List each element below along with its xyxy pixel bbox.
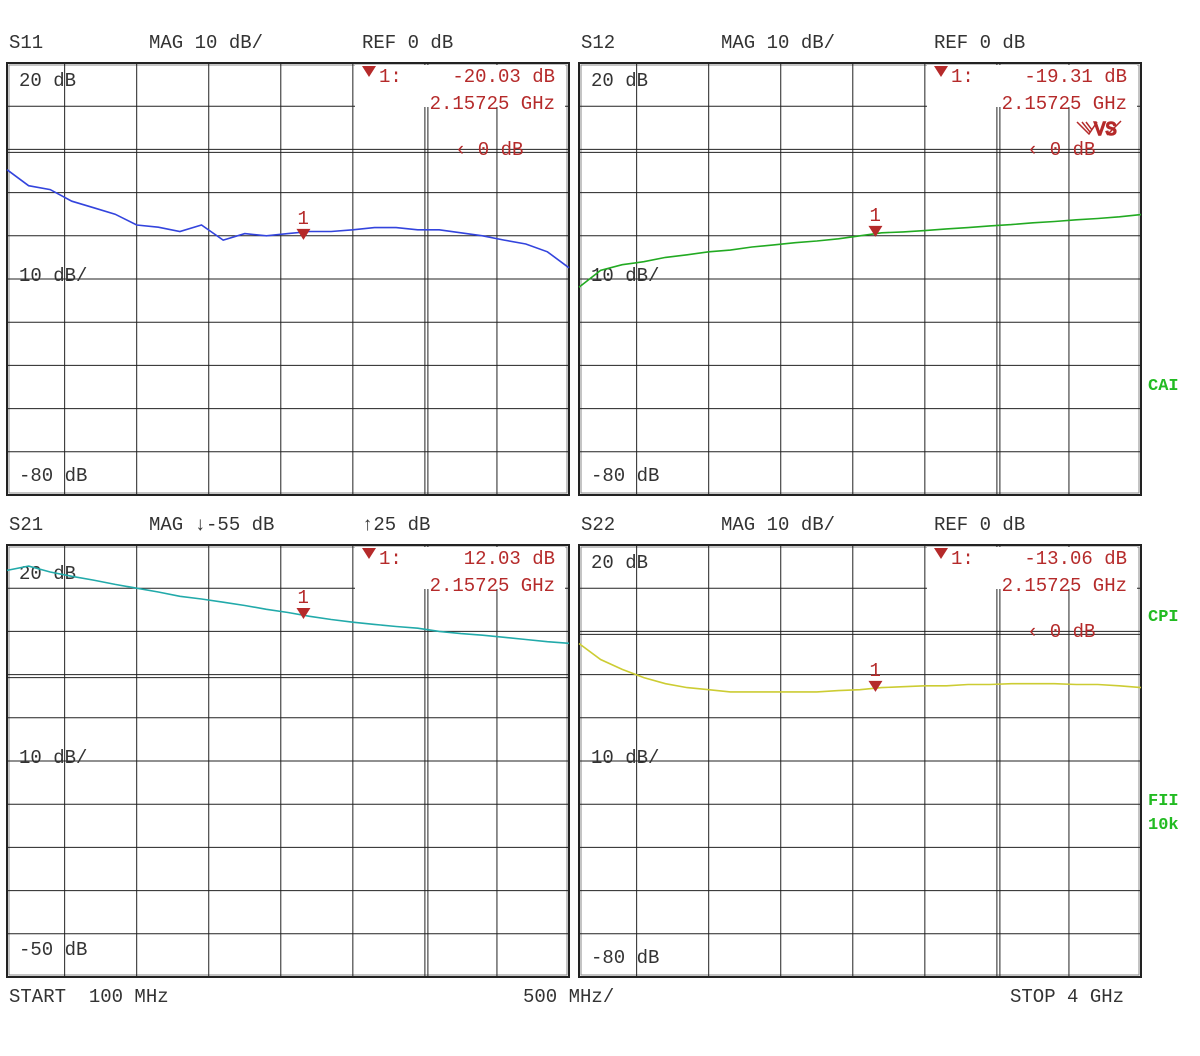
marker-number: 1 xyxy=(869,205,880,227)
marker-readout-index: 1: xyxy=(379,66,402,88)
reference-position-marker: ‹ 0 dB xyxy=(1027,621,1095,643)
trace-s22 xyxy=(578,642,1142,693)
marker-triangle-icon xyxy=(296,608,311,620)
division-scale-label: 10 dB/ xyxy=(591,265,659,287)
marker-readout-index: 1: xyxy=(379,548,402,570)
marker-readout-box xyxy=(927,547,1137,589)
side-label-cpl: CPI xyxy=(1148,608,1179,627)
panel-s12: S12 MAG 10 dB/REF 0 dB 20 dB 10 dB/ -80 dB 1 1… xyxy=(578,32,1142,496)
reference-label: REF 0 dB xyxy=(362,32,453,54)
reference-label: ↑25 dB xyxy=(362,514,430,536)
marker-triangle-icon xyxy=(868,225,883,237)
marker-readout-box xyxy=(927,65,1137,107)
parameter-label: S21 xyxy=(9,514,43,536)
marker-readout-index: 1: xyxy=(951,66,974,88)
trace-s21 xyxy=(6,565,570,645)
bottom-scale-label: -80 dB xyxy=(591,465,659,487)
division-scale-label: 10 dB/ xyxy=(591,747,659,769)
start-frequency: START 100 MHz xyxy=(9,986,169,1008)
marker-active-icon xyxy=(362,548,376,559)
side-label-fil: FII xyxy=(1148,792,1179,811)
format-label: MAG 10 dB/ xyxy=(721,514,835,536)
marker-readout-value: -13.06 dB xyxy=(1024,548,1127,570)
reference-position-marker: ‹ 0 dB xyxy=(455,139,523,161)
parameter-label: S12 xyxy=(581,32,615,54)
reference-label: REF 0 dB xyxy=(934,514,1025,536)
panel-s22: S22 MAG 10 dB/REF 0 dB 20 dB 10 dB/ -80 dB 1 1… xyxy=(578,514,1142,978)
marker-active-icon xyxy=(934,66,948,77)
bottom-scale-label: -80 dB xyxy=(591,947,659,969)
trace-s11 xyxy=(6,169,570,269)
marker-active-icon xyxy=(362,66,376,77)
marker-number: 1 xyxy=(869,660,880,682)
side-label-ifbw: 10k xyxy=(1148,816,1179,835)
marker-readout-frequency: 2.15725 GHz xyxy=(1002,93,1127,115)
side-label-cal: CAI xyxy=(1148,377,1179,396)
marker-active-icon xyxy=(934,548,948,559)
marker-number: 1 xyxy=(297,208,308,230)
bottom-scale-label: -50 dB xyxy=(19,939,87,961)
marker-readout-value: -19.31 dB xyxy=(1024,66,1127,88)
marker-triangle-icon xyxy=(296,228,311,240)
top-scale-label: 20 dB xyxy=(19,70,76,92)
division-scale-label: 10 dB/ xyxy=(19,265,87,287)
marker-readout-frequency: 2.15725 GHz xyxy=(430,575,555,597)
top-scale-label: 20 dB xyxy=(591,70,648,92)
marker-number: 1 xyxy=(297,587,308,609)
format-label: MAG 10 dB/ xyxy=(721,32,835,54)
marker-readout-box xyxy=(355,65,565,107)
marker-triangle-icon xyxy=(868,680,883,692)
panel-s21: S21 MAG ↓-55 dB ↑25 dB 20 dB 10 dB/ -50 dB 1 1:… xyxy=(6,514,570,978)
division-scale-label: 10 dB/ xyxy=(19,747,87,769)
marker-readout-value: 12.03 dB xyxy=(464,548,555,570)
parameter-label: S11 xyxy=(9,32,43,54)
vs-symbol-icon: VS xyxy=(1076,118,1122,142)
marker-readout-frequency: 2.15725 GHz xyxy=(430,93,555,115)
marker-readout-index: 1: xyxy=(951,548,974,570)
bottom-scale-label: -80 dB xyxy=(19,465,87,487)
panel-s11: S11 MAG 10 dB/REF 0 dB 20 dB 10 dB/ -80 dB 1 1… xyxy=(6,32,570,496)
vs-symbol-letter: VS xyxy=(1094,119,1117,141)
format-label: MAG ↓-55 dB xyxy=(149,514,274,536)
format-label: MAG 10 dB/ xyxy=(149,32,263,54)
marker-readout-frequency: 2.15725 GHz xyxy=(1002,575,1127,597)
top-scale-label: 20 dB xyxy=(591,552,648,574)
marker-readout-box xyxy=(355,547,565,589)
top-scale-label: 20 dB xyxy=(19,563,76,585)
stop-frequency: STOP 4 GHz xyxy=(1010,986,1124,1008)
parameter-label: S22 xyxy=(581,514,615,536)
reference-position-marker: ‹ 0 dB xyxy=(1027,139,1095,161)
frequency-per-division: 500 MHz/ xyxy=(523,986,614,1008)
vs-symbol-strokes xyxy=(1076,120,1122,136)
marker-readout-value: -20.03 dB xyxy=(452,66,555,88)
reference-label: REF 0 dB xyxy=(934,32,1025,54)
trace-s12 xyxy=(578,213,1142,288)
